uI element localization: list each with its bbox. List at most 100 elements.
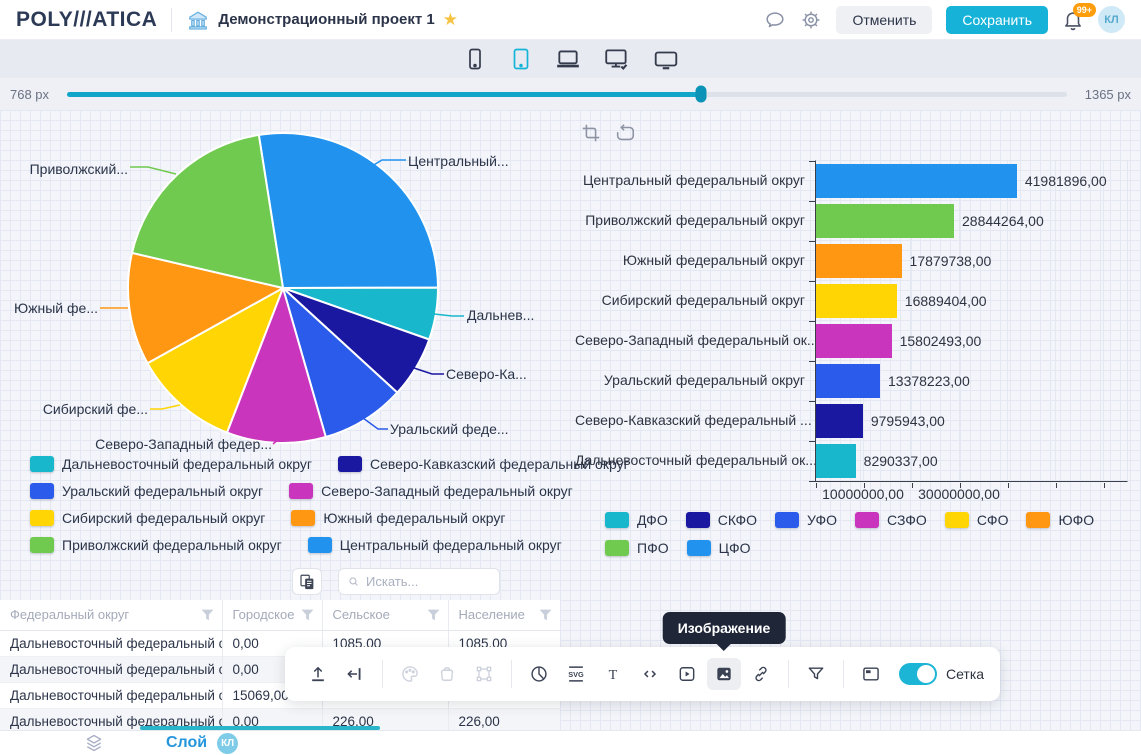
bar-category-label: Приволжский федеральный округ (585, 212, 805, 228)
pie-legend-item[interactable]: Сибирский федеральный округ (30, 510, 265, 526)
bar-legend-item[interactable]: ДФО (605, 512, 668, 528)
bar[interactable] (816, 324, 892, 358)
toolbar-separator (788, 660, 789, 688)
code-icon[interactable] (633, 658, 667, 690)
device-tv-icon[interactable] (653, 46, 679, 72)
bell-icon[interactable]: 99+ (1062, 2, 1096, 31)
device-laptop-icon[interactable] (555, 46, 581, 72)
filter-funnel-icon[interactable] (301, 609, 314, 621)
pie-legend-item[interactable]: Дальневосточный федеральный округ (30, 456, 312, 472)
pie-legend-item[interactable]: Южный федеральный округ (291, 510, 506, 526)
table-horizontal-scrollbar[interactable] (140, 726, 380, 730)
bar[interactable] (816, 164, 1017, 198)
pie-slice[interactable] (131, 133, 284, 289)
pie-legend-item[interactable]: Северо-Кавказский федеральный округ (337, 456, 629, 472)
bar-category-label: Южный федеральный округ (622, 252, 805, 268)
app-header: POLY///ATICA Демонстрационный проект 1 ★… (0, 0, 1141, 40)
bar-row: 15802493,00 (816, 321, 1127, 361)
search-input[interactable] (366, 574, 491, 589)
legend-label: Дальневосточный федеральный округ (62, 456, 312, 472)
crop-icon[interactable] (580, 122, 602, 144)
table-row[interactable]: Дальневосточный федеральный округ0,00226… (0, 707, 560, 730)
column-header[interactable]: Городское (222, 600, 323, 631)
pie-legend-item[interactable]: Уральский федеральный округ (30, 483, 263, 499)
grid-toggle[interactable] (899, 663, 937, 685)
column-header[interactable]: Население (448, 600, 560, 631)
bucket-icon[interactable] (430, 658, 464, 690)
column-header[interactable]: Федеральный округ (0, 600, 223, 631)
frame-icon[interactable] (467, 658, 501, 690)
filter-funnel-icon[interactable] (427, 609, 440, 621)
video-icon[interactable] (670, 658, 704, 690)
bar[interactable] (816, 244, 902, 278)
bar-value-axis: 10000000,00 30000000,00 (815, 486, 1128, 504)
pie-slice[interactable] (146, 287, 284, 434)
layers-icon[interactable] (84, 733, 104, 753)
x-tick-label: 10000000,00 (822, 486, 904, 502)
pie-slice[interactable] (257, 132, 439, 289)
device-phone-icon[interactable] (463, 46, 487, 72)
x-tick-label: 30000000,00 (918, 486, 1000, 502)
undo-frame-icon[interactable] (614, 122, 636, 144)
legend-label: Центральный федеральный округ (339, 537, 562, 553)
pie-slice[interactable] (127, 251, 284, 365)
legend-swatch (30, 510, 54, 526)
svg-icon[interactable]: SVG (559, 658, 593, 690)
bar[interactable] (816, 364, 880, 398)
image-icon[interactable]: Изображение (662, 612, 786, 690)
legend-label: СЗФО (887, 512, 927, 528)
bar-category-label: Дальневосточный федеральный ок... (575, 452, 815, 468)
upload-icon[interactable] (301, 658, 335, 690)
palette-icon[interactable] (393, 658, 427, 690)
bar[interactable] (816, 204, 954, 238)
bar-legend-item[interactable]: ПФО (605, 540, 669, 556)
pie-slice[interactable] (226, 287, 327, 444)
cancel-button[interactable]: Отменить (836, 5, 933, 34)
bar[interactable] (816, 284, 897, 318)
bar-legend-item[interactable]: СФО (944, 512, 1008, 528)
bar-value-label: 13378223,00 (888, 373, 970, 389)
pie-legend-item[interactable]: Центральный федеральный округ (307, 537, 562, 553)
pie-chart-icon[interactable] (522, 658, 556, 690)
chat-icon[interactable] (764, 9, 786, 31)
layer-label[interactable]: Слой (166, 734, 208, 751)
filter-icon[interactable] (799, 658, 833, 690)
text-icon[interactable]: T (596, 658, 630, 690)
width-slider-handle[interactable] (695, 85, 707, 103)
insert-left-icon[interactable] (338, 658, 372, 690)
gear-icon[interactable] (800, 9, 822, 31)
pie-leader-line (272, 438, 280, 445)
favorite-star-icon[interactable]: ★ (442, 9, 458, 29)
width-slider-track[interactable] (67, 85, 1067, 103)
pie-legend-item[interactable]: Северо-Западный федеральный округ (289, 483, 573, 499)
bar-legend-item[interactable]: СКФО (685, 512, 757, 528)
bar-legend-item[interactable]: ЦФО (686, 540, 751, 556)
legend-swatch (686, 540, 711, 556)
link-icon[interactable] (744, 658, 778, 690)
bar-category-axis: Центральный федеральный округ Приволжский… (575, 160, 815, 482)
copy-table-icon[interactable] (292, 568, 322, 595)
filter-funnel-icon[interactable] (201, 609, 214, 621)
pie-callout-label: Дальнев... (467, 307, 535, 323)
bar-category-label: Сибирский федеральный округ (601, 292, 805, 308)
bar-row: 8290337,00 (816, 441, 1127, 481)
bar-legend-item[interactable]: СЗФО (855, 512, 927, 528)
header-divider (171, 7, 173, 32)
user-avatar[interactable]: КЛ (1098, 6, 1125, 33)
tooltip: Изображение (662, 612, 786, 644)
device-tablet-icon[interactable] (509, 46, 533, 72)
legend-label: Южный федеральный округ (323, 510, 506, 526)
filter-funnel-icon[interactable] (539, 609, 552, 621)
pie-legend-item[interactable]: Приволжский федеральный округ (30, 537, 282, 553)
bar-legend-item[interactable]: ЮФО (1026, 512, 1094, 528)
grid-toggle-knob (917, 665, 935, 683)
bar-legend-item[interactable]: УФО (775, 512, 837, 528)
bar[interactable] (816, 404, 863, 438)
legend-label: ДФО (637, 512, 668, 528)
window-layout-icon[interactable] (854, 658, 888, 690)
layer-bar: Слой КЛ (0, 730, 1141, 755)
device-desktop-check-icon[interactable] (603, 46, 631, 72)
bar[interactable] (816, 444, 856, 478)
column-header[interactable]: Сельское (322, 600, 449, 631)
save-button[interactable]: Сохранить (946, 5, 1048, 34)
